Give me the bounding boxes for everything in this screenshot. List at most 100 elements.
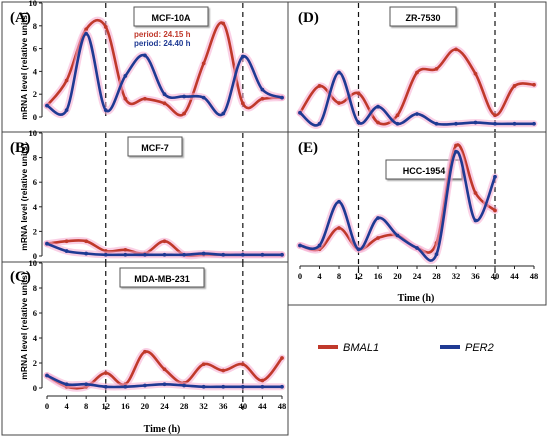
data-point-per2 [337, 70, 341, 75]
data-point-per2 [103, 252, 108, 257]
y-tick-label: 2 [33, 89, 37, 99]
data-point-per2 [182, 383, 186, 388]
data-point-per2 [434, 252, 439, 257]
data-point-per2 [240, 384, 245, 389]
data-point-per2 [493, 121, 497, 126]
data-point-bmal1 [64, 239, 69, 244]
data-point-per2 [64, 108, 69, 113]
data-point-per2 [298, 110, 302, 115]
data-point-per2 [376, 216, 380, 220]
data-point-bmal1 [376, 120, 380, 125]
data-point-per2 [182, 94, 186, 99]
y-tick-label: 4 [33, 202, 38, 212]
data-point-bmal1 [317, 84, 322, 88]
panel-label-b: (B) [10, 140, 30, 156]
y-tick-label: 0 [33, 251, 37, 261]
panel-d-title: ZR-7530 [405, 13, 440, 23]
x-tick-label: 0 [45, 401, 49, 411]
x-tick-label: 4 [317, 271, 322, 281]
title-box-d [389, 6, 457, 27]
data-point-per2 [201, 95, 206, 100]
x-tick-label: 0 [298, 271, 302, 281]
data-point-bmal1 [337, 226, 341, 230]
data-point-bmal1 [103, 371, 108, 375]
data-point-bmal1 [201, 362, 206, 367]
series-line-per2 [298, 150, 497, 262]
y-tick-label: 2 [33, 226, 37, 236]
data-point-per2 [103, 108, 108, 113]
data-point-bmal1 [143, 349, 147, 354]
panel-a-title: MCF-10A [151, 13, 191, 23]
data-point-per2 [201, 251, 206, 256]
data-point-bmal1 [356, 91, 361, 96]
data-point-bmal1 [376, 236, 380, 240]
data-point-per2 [415, 246, 419, 250]
data-point-per2 [143, 383, 147, 388]
panel-e-title: HCC-1954 [403, 166, 446, 176]
data-point-per2 [84, 251, 89, 256]
data-point-bmal1 [454, 143, 458, 148]
y-axis-title-c: mRNA level (relative units) [19, 272, 29, 380]
x-axis-title-e: Time (h) [398, 293, 435, 304]
data-point-per2 [64, 382, 69, 387]
data-point-per2 [162, 252, 167, 257]
data-point-per2 [84, 31, 89, 36]
y-tick-label: 4 [33, 66, 38, 76]
data-point-per2 [317, 121, 322, 126]
y-tick-label: 10 [29, 128, 38, 138]
data-point-bmal1 [162, 367, 167, 372]
data-point-per2 [473, 218, 478, 223]
panel-label-a: (A) [10, 10, 31, 26]
data-point-per2 [280, 252, 284, 257]
data-point-bmal1 [395, 113, 400, 118]
period-annotation-bmal1: period: 24.15 h [134, 30, 191, 39]
data-point-per2 [376, 104, 380, 109]
data-point-per2 [317, 243, 322, 248]
x-tick-label: 48 [530, 271, 539, 281]
data-point-per2 [454, 149, 458, 154]
data-point-per2 [45, 373, 49, 378]
data-point-per2 [454, 121, 458, 126]
title-box-c [119, 267, 205, 288]
data-point-bmal1 [473, 191, 478, 195]
x-tick-label: 12 [354, 271, 363, 281]
x-tick-label: 36 [219, 401, 228, 411]
data-point-bmal1 [260, 96, 265, 101]
data-point-per2 [123, 74, 128, 78]
data-point-bmal1 [64, 78, 69, 83]
data-point-per2 [512, 121, 517, 126]
y-tick-label: 8 [33, 283, 37, 293]
y-tick-label: 6 [33, 308, 37, 318]
x-tick-label: 44 [510, 271, 519, 281]
data-point-bmal1 [162, 101, 167, 106]
period-annotation-per2: period: 24.40 h [134, 39, 191, 48]
data-point-bmal1 [434, 66, 439, 71]
x-tick-label: 20 [141, 401, 150, 411]
data-point-bmal1 [415, 70, 419, 75]
x-tick-label: 32 [452, 271, 461, 281]
panel-label-d: (D) [298, 10, 319, 26]
y-tick-label: 8 [33, 21, 37, 31]
y-tick-label: 0 [33, 112, 37, 122]
data-point-per2 [182, 252, 186, 257]
data-point-per2 [434, 121, 439, 126]
plot-layer: 0246810024681002468100481216202428323640… [29, 0, 539, 411]
x-tick-label: 24 [413, 271, 422, 281]
x-tick-label: 28 [180, 401, 189, 411]
data-point-per2 [337, 199, 341, 204]
x-tick-label: 24 [160, 401, 169, 411]
data-point-bmal1 [123, 247, 128, 252]
x-tick-label: 8 [337, 271, 341, 281]
data-point-per2 [356, 247, 361, 252]
data-point-per2 [532, 121, 536, 126]
x-tick-label: 44 [258, 401, 267, 411]
data-point-bmal1 [240, 101, 245, 106]
x-tick-label: 4 [64, 401, 69, 411]
data-point-bmal1 [103, 25, 108, 29]
data-point-per2 [415, 112, 419, 116]
y-tick-label: 10 [29, 258, 38, 268]
x-tick-label: 20 [393, 271, 402, 281]
legend-label-bmal1: BMAL1 [343, 342, 379, 354]
data-point-per2 [260, 87, 265, 92]
data-point-per2 [240, 54, 245, 59]
